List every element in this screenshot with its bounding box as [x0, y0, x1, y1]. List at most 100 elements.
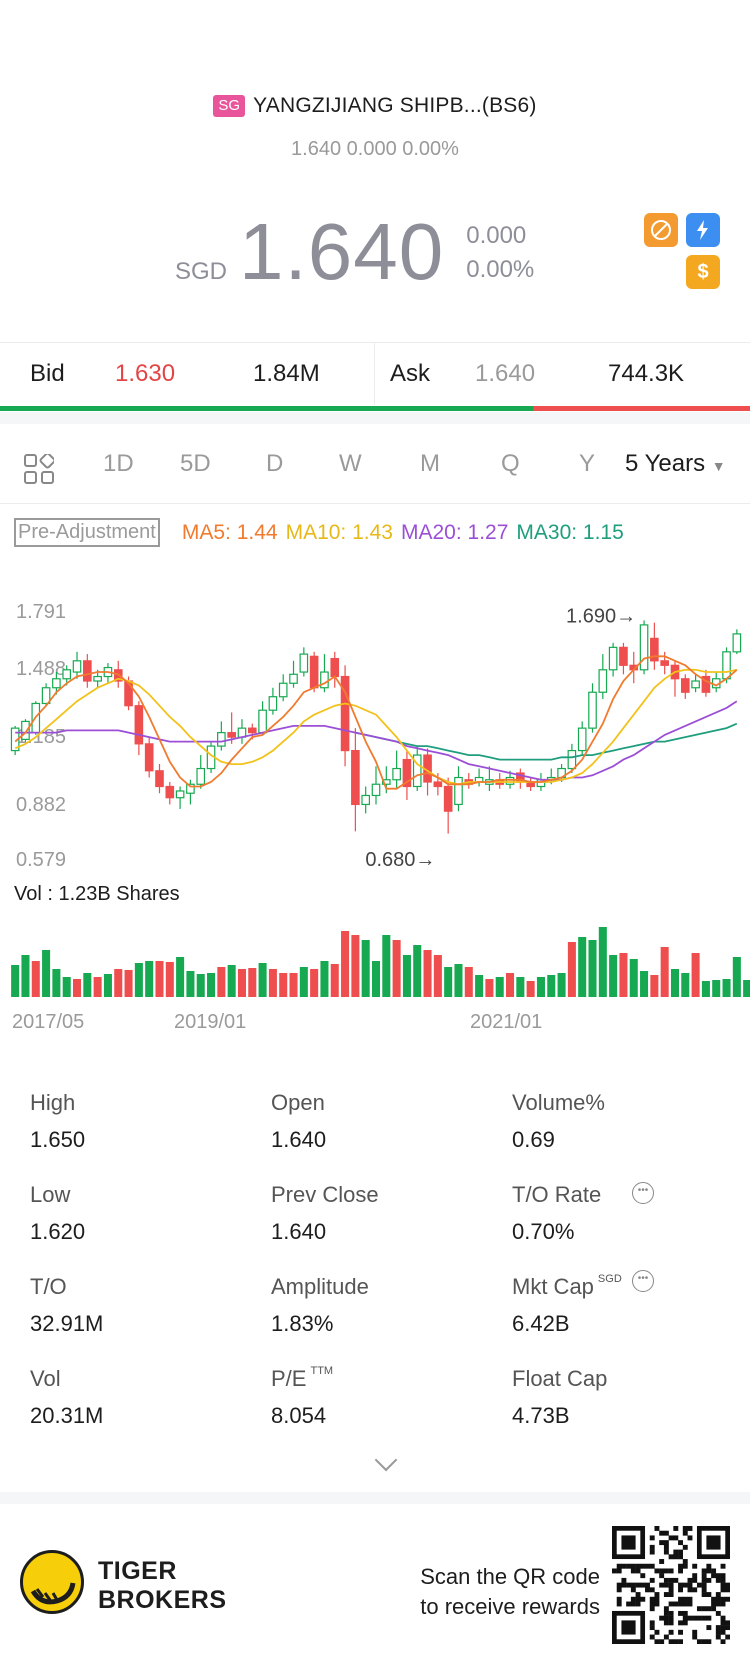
volume-bar: [413, 945, 422, 997]
range-selector[interactable]: 5 Years ▼: [625, 450, 726, 478]
volume-bar: [423, 950, 432, 997]
volume-bar: [712, 980, 721, 997]
candle: [732, 633, 742, 653]
volume-bar: [495, 977, 504, 997]
x-tick-label: 2017/05: [12, 1011, 84, 1033]
candle: [454, 776, 463, 806]
candle: [567, 749, 577, 770]
section-divider-bottom: [0, 1492, 750, 1504]
candle: [186, 783, 195, 794]
volume-bar: [588, 940, 597, 997]
candle: [588, 691, 597, 729]
stat-open-label: Open: [271, 1090, 325, 1115]
stock-name: YANGZIJIANG SHIPB...(BS6): [253, 94, 537, 117]
price-change-pct: 0.00%: [466, 256, 535, 283]
stat-pe-label: P/E TTM: [271, 1365, 333, 1392]
change-block: 0.000 0.00%: [466, 222, 534, 284]
ask-volume-bar: [532, 406, 750, 411]
volume-bar: [598, 927, 607, 997]
volume-bar: [506, 973, 515, 997]
lightning-icon[interactable]: [686, 213, 720, 247]
volume-bar: [237, 969, 246, 997]
volume-bar: [330, 964, 339, 997]
mktcap-currency-sup: SGD: [597, 1273, 622, 1285]
candle: [258, 709, 267, 734]
candle: [268, 696, 278, 711]
pre-adjustment-toggle[interactable]: Pre-Adjustment: [14, 518, 160, 547]
volume-bar: [42, 950, 51, 997]
volume-bar: [207, 973, 216, 997]
volume-bar: [660, 947, 669, 997]
volume-bar: [433, 955, 442, 997]
candle: [134, 705, 144, 745]
volume-bar: [732, 957, 741, 997]
mktcap-more-icon[interactable]: •••: [632, 1270, 654, 1292]
period-tabs: 1D 5D D W M Q Y 5 Years ▼: [0, 424, 750, 504]
dollar-icon[interactable]: $: [686, 255, 720, 289]
currency-label: SGD: [175, 258, 228, 285]
candle: [577, 727, 587, 752]
volume-bar: [289, 973, 298, 997]
volume-bar: [11, 965, 20, 997]
tab-d[interactable]: D: [266, 450, 284, 477]
candle: [52, 678, 61, 689]
volume-bar: [485, 979, 494, 997]
stat-amplitude-value: 1.83%: [271, 1311, 334, 1336]
candle: [289, 673, 298, 684]
ask-section: Ask 1.640 744.3K: [375, 343, 750, 405]
tab-w[interactable]: W: [339, 450, 362, 477]
volume-bar: [743, 980, 750, 997]
stat-pe-value: 8.054: [271, 1403, 327, 1428]
volume-bar: [629, 959, 638, 997]
candle: [433, 781, 443, 788]
candle: [392, 767, 401, 781]
candle: [691, 680, 700, 689]
volume-bar: [670, 969, 680, 997]
candle: [21, 720, 30, 740]
ma10-line: [14, 668, 737, 786]
volume-bar: [371, 961, 381, 997]
volume-bar: [567, 942, 576, 997]
torate-more-icon[interactable]: •••: [632, 1182, 654, 1204]
layout-grid-icon[interactable]: [24, 454, 54, 484]
volume-bar: [681, 973, 690, 997]
volume-bar: [145, 961, 154, 997]
tab-m[interactable]: M: [420, 450, 440, 477]
candle: [381, 779, 391, 785]
ma5-line: [14, 655, 738, 790]
candle: [402, 758, 412, 788]
no-shorting-icon[interactable]: [644, 213, 678, 247]
candle: [361, 794, 371, 806]
price-chart[interactable]: 1.7911.4881.1850.8820.5791.690→0.680→Vol…: [0, 580, 750, 1040]
price-block: SGD 1.640 0.000 0.00%: [175, 210, 534, 294]
tab-1d[interactable]: 1D: [103, 450, 134, 477]
tab-q[interactable]: Q: [501, 450, 520, 477]
stat-torate-value: 0.70%: [512, 1219, 575, 1244]
tab-5d[interactable]: 5D: [180, 450, 211, 477]
volume-bar: [124, 970, 133, 997]
volume-bar: [114, 969, 123, 997]
stat-floatcap-label: Float Cap: [512, 1366, 608, 1391]
volume-bar: [320, 961, 329, 997]
expand-chevron-icon[interactable]: [374, 1448, 398, 1472]
candle: [278, 682, 288, 698]
stat-to-value: 32.91M: [30, 1311, 104, 1336]
volume-bar: [227, 965, 236, 997]
stat-torate-label: T/O Rate: [512, 1182, 602, 1207]
ma30-label: MA30: 1.15: [516, 520, 624, 544]
candle: [41, 687, 51, 705]
tab-y[interactable]: Y: [579, 450, 596, 477]
qr-code[interactable]: [612, 1526, 730, 1644]
volume-bar: [217, 967, 226, 997]
volume-bar: [155, 961, 164, 997]
candle: [660, 660, 669, 666]
stat-volpct-value: 0.69: [512, 1127, 555, 1152]
x-tick-label: 2019/01: [174, 1011, 246, 1033]
volume-bar: [258, 963, 267, 997]
volume-bar: [454, 964, 463, 997]
stat-vol-label: Vol: [30, 1366, 61, 1391]
dropdown-arrow-icon: ▼: [711, 458, 726, 474]
ask-label: Ask: [390, 360, 431, 387]
stock-subtitle: 1.640 0.000 0.00%: [291, 138, 459, 160]
stat-low-label: Low: [30, 1182, 71, 1207]
